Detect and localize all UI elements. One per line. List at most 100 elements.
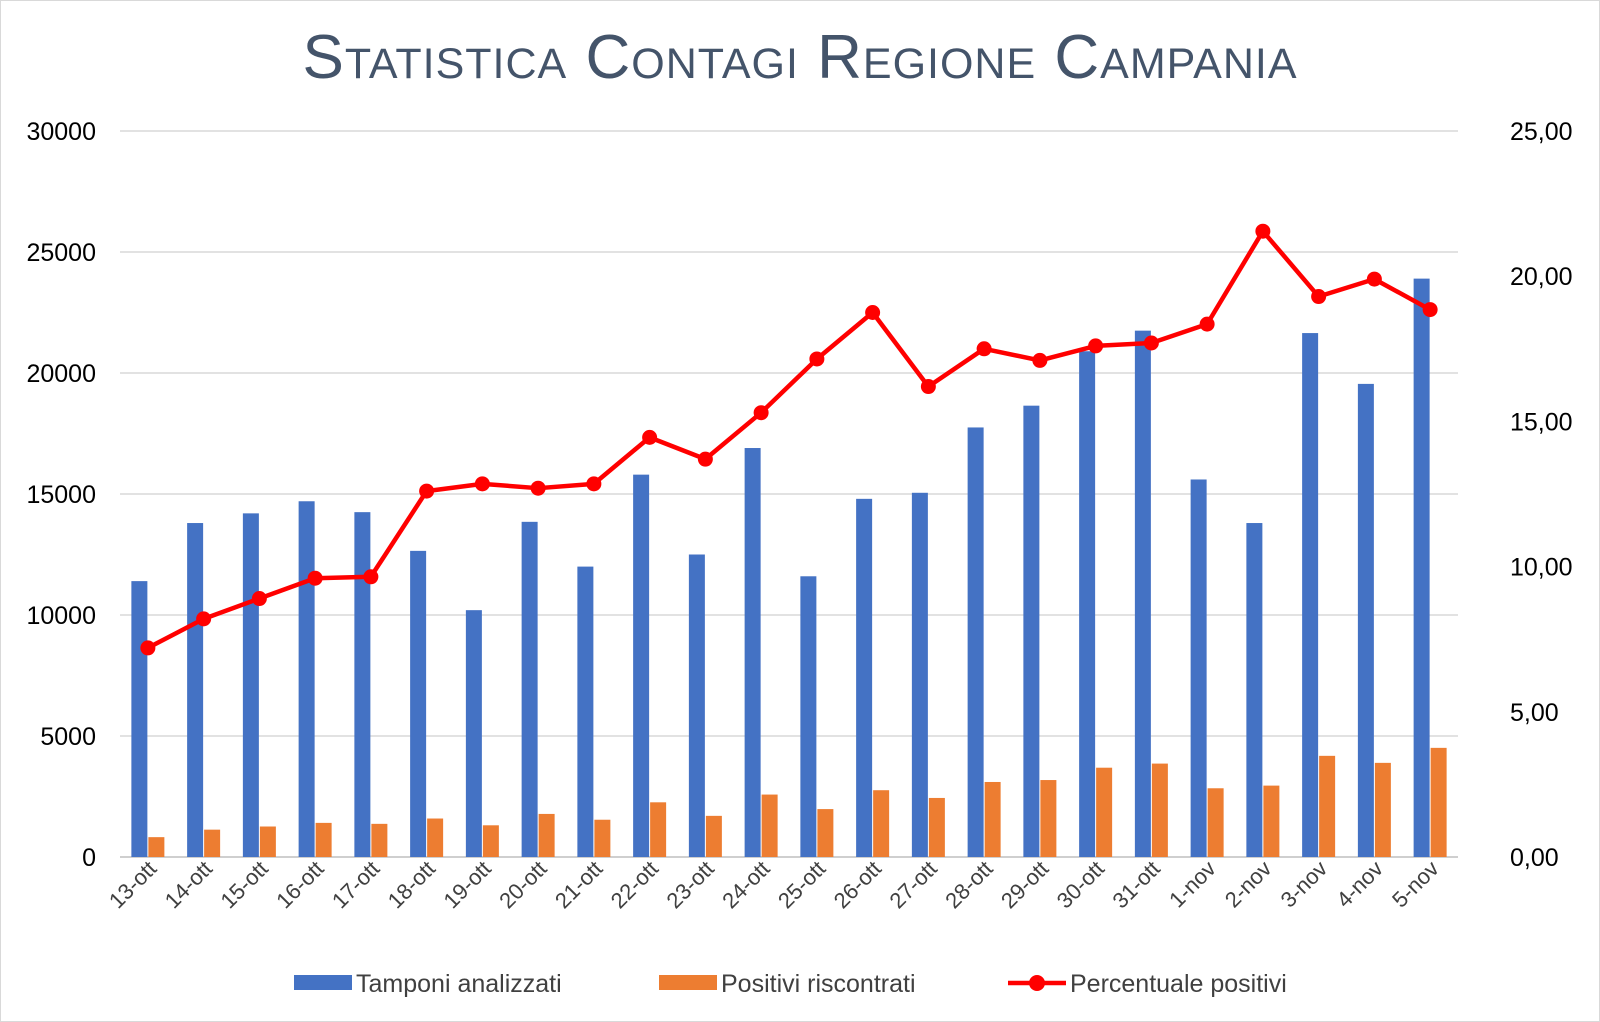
line-point: [586, 476, 602, 492]
bar-positivi: [873, 790, 890, 857]
bar-positivi: [427, 818, 444, 857]
bar-positivi: [928, 797, 945, 857]
bar-positivi: [371, 823, 388, 857]
line-point: [196, 611, 212, 627]
bar-tamponi: [911, 492, 928, 857]
bar-tamponi: [242, 513, 259, 857]
bar-positivi: [482, 825, 499, 857]
bar-tamponi: [521, 521, 538, 857]
bar-positivi: [538, 813, 555, 857]
bar-positivi: [1374, 762, 1391, 857]
bar-tamponi: [354, 512, 371, 857]
y-left-tick-label: 10000: [26, 602, 96, 630]
bar-positivi: [1319, 755, 1336, 857]
bar-positivi: [1207, 788, 1224, 857]
bar-tamponi: [410, 550, 427, 857]
bar-tamponi: [744, 448, 761, 857]
line-point: [474, 476, 490, 492]
legend-swatch: [294, 975, 352, 990]
bar-positivi: [1040, 780, 1057, 857]
bar-tamponi: [1302, 333, 1319, 857]
line-point: [363, 569, 379, 585]
x-tick-label: 13-ott: [104, 856, 161, 913]
x-tick-label: 15-ott: [215, 856, 272, 913]
x-tick-label: 5-nov: [1387, 856, 1444, 913]
bar-positivi: [594, 819, 611, 857]
legend-label: Tamponi analizzati: [356, 970, 562, 998]
x-tick-label: 30-ott: [1052, 856, 1109, 913]
x-tick-label: 17-ott: [327, 856, 384, 913]
x-tick-label: 31-ott: [1107, 856, 1164, 913]
y-right-tick-label: 10,00: [1510, 554, 1573, 582]
line-series: [140, 223, 1438, 656]
bar-tamponi: [633, 474, 650, 857]
x-tick-label: 21-ott: [550, 856, 607, 913]
x-tick-label: 22-ott: [606, 856, 663, 913]
x-tick-label: 1-nov: [1164, 856, 1221, 913]
y-left-tick-label: 20000: [26, 360, 96, 388]
bar-positivi: [761, 794, 778, 857]
x-tick-label: 2-nov: [1220, 856, 1277, 913]
y-left-tick-label: 5000: [40, 723, 96, 751]
bar-positivi: [705, 815, 722, 857]
x-tick-label: 28-ott: [940, 856, 997, 913]
y-left-tick-label: 0: [82, 844, 96, 872]
y-right-tick-label: 15,00: [1510, 408, 1573, 436]
line-percentuale: [146, 228, 1432, 650]
bar-positivi: [1096, 767, 1113, 857]
y-right-tick-label: 5,00: [1510, 699, 1559, 727]
y-left-tick-label: 30000: [26, 118, 96, 146]
x-tick-label: 24-ott: [717, 856, 774, 913]
bar-tamponi: [187, 523, 204, 857]
line-point: [251, 591, 267, 607]
bar-positivi: [1430, 747, 1447, 857]
line-point: [865, 305, 881, 320]
bar-tamponi: [856, 498, 873, 857]
bar-tamponi: [1413, 278, 1430, 857]
bar-tamponi: [967, 427, 984, 857]
bar-positivi: [650, 802, 667, 857]
x-tick-label: 16-ott: [271, 856, 328, 913]
x-tick-label: 14-ott: [160, 856, 217, 913]
legend-label: Percentuale positivi: [1070, 970, 1287, 998]
bar-tamponi: [1079, 351, 1096, 857]
bar-positivi: [259, 826, 276, 857]
line-point: [1088, 338, 1104, 354]
x-tick-label: 3-nov: [1276, 856, 1333, 913]
x-axis: 13-ott14-ott15-ott16-ott17-ott18-ott19-o…: [104, 856, 1444, 913]
bar-positivi: [204, 829, 221, 857]
bar-tamponi: [131, 581, 148, 857]
x-tick-label: 20-ott: [494, 856, 551, 913]
y-left-tick-label: 15000: [26, 481, 96, 509]
line-point: [140, 640, 156, 656]
chart-title: Statistica Contagi Regione Campania: [302, 23, 1298, 92]
line-point: [1199, 316, 1215, 332]
bar-tamponi: [298, 501, 315, 857]
line-point: [1143, 335, 1159, 351]
line-point: [920, 379, 936, 395]
gridlines: [120, 130, 1458, 858]
line-point: [419, 483, 435, 499]
bar-tamponi: [465, 610, 482, 857]
x-tick-label: 25-ott: [773, 856, 830, 913]
y-right-tick-label: 20,00: [1510, 263, 1573, 291]
line-point: [753, 405, 769, 421]
y-axis-right: 0,00 5,00 10,00 15,00 20,00 25,00: [1510, 118, 1573, 872]
bar-positivi: [1263, 785, 1280, 857]
bar-tamponi: [1023, 405, 1040, 857]
x-tick-label: 29-ott: [996, 856, 1053, 913]
x-tick-label: 4-nov: [1331, 856, 1388, 913]
bar-tamponi: [1190, 479, 1207, 857]
legend-swatch: [659, 975, 717, 990]
y-right-tick-label: 0,00: [1510, 844, 1559, 872]
legend: Tamponi analizzati Positivi riscontrati Pe…: [294, 970, 1287, 998]
line-point: [1032, 352, 1048, 368]
line-point: [976, 341, 992, 357]
line-point: [697, 451, 713, 467]
line-point: [809, 351, 825, 367]
bar-tamponi: [1134, 330, 1151, 857]
bar-positivi: [315, 822, 332, 857]
y-axis-left: 0 5000 10000 15000 20000 25000 30000: [26, 118, 96, 872]
bar-tamponi: [1357, 383, 1374, 857]
line-point: [307, 570, 323, 586]
